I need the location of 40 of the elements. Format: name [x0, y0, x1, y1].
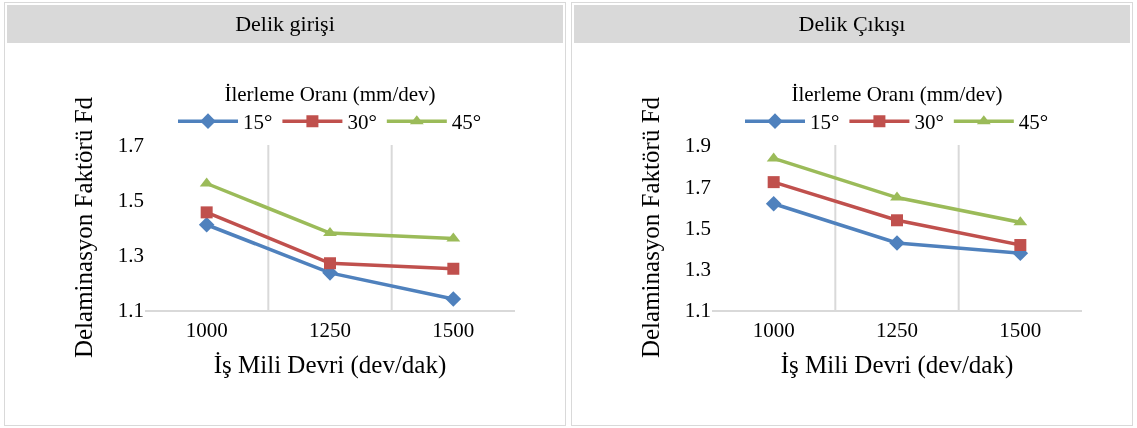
- legend-label: 15°: [810, 110, 840, 135]
- y-tick-label: 1.7: [684, 174, 711, 199]
- x-tick-label: 1500: [432, 318, 475, 343]
- chart-title: Delik Çıkışı: [574, 5, 1130, 43]
- legend-label: 45°: [1018, 110, 1049, 135]
- point: [889, 235, 905, 251]
- point: [765, 195, 782, 212]
- y-tick-label: 1.3: [117, 243, 144, 268]
- legend-title: İlerleme Oranı (mm/dev): [224, 82, 436, 106]
- y-tick-label: 1.7: [117, 133, 144, 158]
- point: [324, 257, 336, 270]
- y-axis-title: Delaminasyon Faktörü Fd: [636, 96, 664, 359]
- point: [198, 216, 215, 233]
- legend-label: 30°: [914, 110, 944, 135]
- x-axis-title: İş Mili Devri (dev/dak): [780, 350, 1014, 379]
- point: [1014, 239, 1027, 252]
- y-axis-title: Delaminasyon Faktörü Fd: [69, 96, 97, 359]
- chart-title: Delik girişi: [7, 5, 563, 43]
- point: [891, 214, 903, 227]
- x-axis-title: İş Mili Devri (dev/dak): [213, 350, 447, 379]
- point: [447, 262, 460, 275]
- y-tick-label: 1.5: [684, 215, 711, 240]
- x-tick-label: 1250: [309, 318, 351, 343]
- legend-label: 15°: [243, 110, 273, 135]
- y-tick-label: 1.1: [684, 298, 711, 323]
- x-tick-label: 1500: [999, 318, 1042, 343]
- legend-label: 45°: [451, 110, 482, 135]
- y-tick-label: 1.5: [117, 188, 144, 213]
- point: [767, 176, 780, 189]
- legend-title: İlerleme Oranı (mm/dev): [791, 82, 1003, 106]
- point: [890, 191, 904, 201]
- x-tick-label: 1250: [876, 318, 918, 343]
- point: [445, 291, 462, 307]
- y-tick-label: 1.3: [684, 257, 711, 282]
- legend-label: 30°: [347, 110, 377, 135]
- y-tick-label: 1.9: [684, 133, 711, 158]
- x-tick-label: 1000: [752, 318, 795, 343]
- point: [200, 206, 213, 219]
- x-tick-label: 1000: [185, 318, 228, 343]
- y-tick-label: 1.1: [117, 298, 144, 323]
